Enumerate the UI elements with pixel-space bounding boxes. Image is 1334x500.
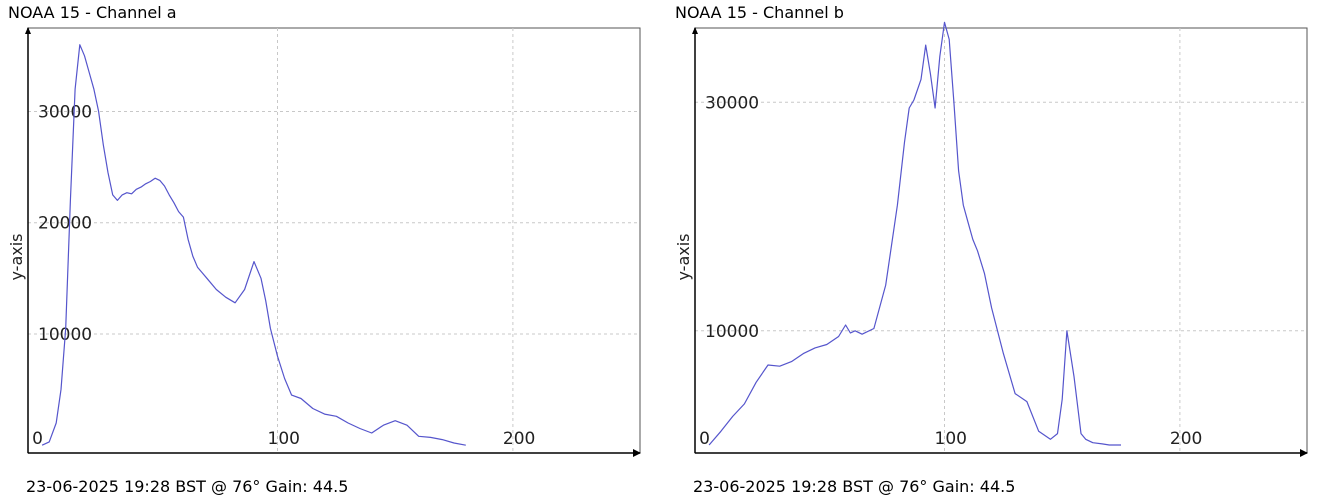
- x-axis-arrow: [633, 449, 641, 457]
- y-axis-arrow: [25, 27, 31, 34]
- series-line: [708, 21, 1121, 446]
- y-tick-label: 20000: [38, 214, 92, 234]
- y-tick-label: 30000: [705, 93, 759, 113]
- x-tick-label: 200: [1170, 429, 1202, 449]
- chart-footer-status: 23-06-2025 19:28 BST @ 76° Gain: 44.5: [26, 477, 349, 496]
- y-tick-label: 10000: [705, 322, 759, 342]
- plot-frame: [27, 27, 641, 454]
- chart-footer-status: 23-06-2025 19:28 BST @ 76° Gain: 44.5: [693, 477, 1016, 496]
- chart-panel-channel-b: 0 100 200 10000 30000 y-axis NOAA 15 - Channe…: [667, 0, 1334, 500]
- plot-frame: [694, 27, 1308, 454]
- series-line: [41, 44, 466, 446]
- y-axis-label: y-axis: [7, 233, 26, 280]
- chart-plot-channel-b: 0 100 200 10000 30000 y-axis: [674, 21, 1308, 457]
- y-axis-label: y-axis: [674, 233, 693, 280]
- chart-title: NOAA 15 - Channel a: [8, 3, 177, 22]
- x-tick-label: 0: [32, 429, 43, 449]
- x-tick-label: 100: [935, 429, 967, 449]
- x-axis-arrow: [1300, 449, 1308, 457]
- chart-title: NOAA 15 - Channel b: [675, 3, 844, 22]
- x-tick-label: 200: [503, 429, 535, 449]
- x-tick-label: 100: [268, 429, 300, 449]
- y-axis-arrow: [692, 27, 698, 34]
- chart-panel-channel-a: 0 100 200 10000 20000 30000 y-axis NOAA 15 - C…: [7, 3, 641, 496]
- x-tick-label: 0: [699, 429, 710, 449]
- y-tick-label: 30000: [38, 102, 92, 122]
